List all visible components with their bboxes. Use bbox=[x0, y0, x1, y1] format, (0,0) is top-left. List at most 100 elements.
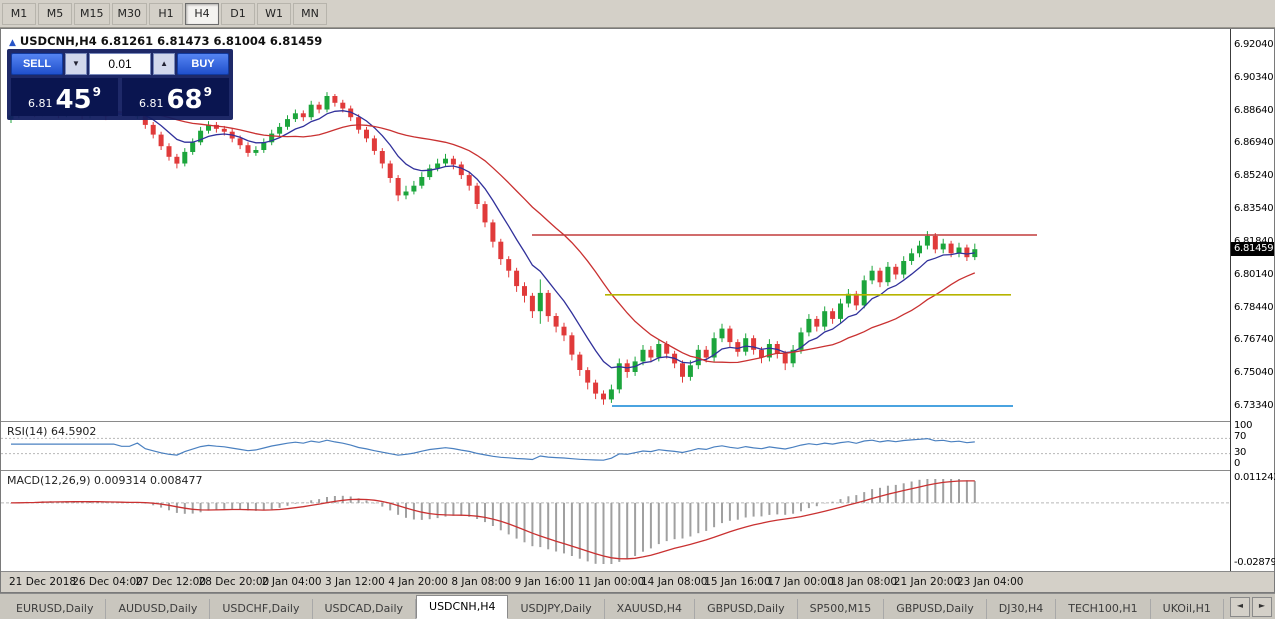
chart-plot[interactable]: ▲ USDCNH,H4 6.81261 6.81473 6.81004 6.814… bbox=[1, 29, 1230, 421]
macd-scale-label: 0.011242 bbox=[1234, 472, 1275, 483]
rsi-panel[interactable]: RSI(14) 64.5902 bbox=[1, 421, 1230, 470]
symbol-tab-gbpusd-daily[interactable]: GBPUSD,Daily bbox=[884, 599, 987, 619]
sell-price-point: 9 bbox=[92, 85, 102, 99]
time-label: 14 Jan 08:00 bbox=[641, 576, 708, 588]
symbol-tab-bar: EURUSD,Daily AUDUSD,Daily USDCHF,Daily USDC… bbox=[0, 593, 1275, 619]
symbol-tab-tech100-h1[interactable]: TECH100,H1 bbox=[1056, 599, 1151, 619]
price-label: 6.81840 bbox=[1234, 235, 1274, 247]
price-label: 6.80140 bbox=[1234, 268, 1274, 280]
macd-signal-line bbox=[10, 480, 975, 560]
timeframe-toolbar: M1 M5 M15 M30 H1 H4 D1 W1 MN bbox=[0, 0, 1275, 28]
symbol-tab-gbpusd-daily[interactable]: GBPUSD,Daily bbox=[695, 599, 798, 619]
buy-button[interactable]: BUY bbox=[177, 53, 229, 75]
time-label: 26 Dec 04:00 bbox=[72, 576, 143, 588]
current-price-badge: 6.81459 bbox=[1231, 242, 1274, 257]
symbol-tab-usdcad-daily[interactable]: USDCAD,Daily bbox=[313, 599, 417, 619]
price-label: 6.92040 bbox=[1234, 39, 1274, 50]
timeframe-button-m30[interactable]: M30 bbox=[111, 3, 147, 25]
chevron-up-icon: ▲ bbox=[160, 59, 168, 68]
symbol-tab-audusd-daily[interactable]: AUDUSD,Daily bbox=[106, 599, 211, 619]
buy-price-prefix: 6.81 bbox=[138, 97, 164, 110]
price-label: 6.76740 bbox=[1234, 334, 1274, 346]
timeframe-button-h4[interactable]: H4 bbox=[185, 3, 219, 25]
rsi-scale-label: 30 bbox=[1234, 446, 1247, 458]
timeframe-button-mn[interactable]: MN bbox=[293, 3, 327, 25]
time-label: 17 Jan 00:00 bbox=[767, 576, 834, 588]
price-label: 6.73340 bbox=[1234, 400, 1274, 411]
timeframe-button-m15[interactable]: M15 bbox=[74, 3, 110, 25]
macd-scale-label: -0.028797 bbox=[1234, 557, 1275, 568]
timeframe-button-m5[interactable]: M5 bbox=[38, 3, 72, 25]
price-axis: 6.81459 6.92040 6.90340 6.88640 6.86940 6.85… bbox=[1230, 29, 1275, 571]
timeframe-button-d1[interactable]: D1 bbox=[221, 3, 255, 25]
chart-title-text: USDCNH,H4 6.81261 6.81473 6.81004 6.8145… bbox=[19, 34, 323, 48]
price-label: 6.90340 bbox=[1234, 71, 1274, 83]
tab-scroll-controls: ◄ ► bbox=[1230, 597, 1272, 617]
price-label: 6.75040 bbox=[1234, 367, 1274, 379]
time-label: 3 Jan 12:00 bbox=[325, 576, 385, 588]
chart-marker-icon: ▲ bbox=[9, 38, 16, 48]
time-label: 21 Jan 20:00 bbox=[893, 576, 961, 588]
rsi-label: RSI(14) 64.5902 bbox=[7, 425, 97, 438]
sell-price-button[interactable]: 6.81 45 9 bbox=[11, 78, 118, 116]
time-label: 23 Jan 04:00 bbox=[957, 576, 1024, 588]
symbol-tab-ukoil-h1[interactable]: UKOil,H1 bbox=[1151, 599, 1224, 619]
time-label: 15 Jan 16:00 bbox=[704, 576, 771, 588]
rsi-scale-label: 70 bbox=[1234, 431, 1247, 443]
chart-title: ▲ USDCNH,H4 6.81261 6.81473 6.81004 6.814… bbox=[9, 34, 322, 48]
sell-button[interactable]: SELL bbox=[11, 53, 63, 75]
time-label: 2 Jan 04:00 bbox=[261, 576, 322, 588]
volume-down-button[interactable]: ▼ bbox=[65, 53, 87, 75]
time-label: 4 Jan 20:00 bbox=[388, 576, 448, 588]
tab-scroll-right-button[interactable]: ► bbox=[1252, 597, 1272, 617]
symbol-tab-eurusd-daily[interactable]: EURUSD,Daily bbox=[4, 599, 107, 619]
chart-window: ▲ USDCNH,H4 6.81261 6.81473 6.81004 6.814… bbox=[0, 28, 1275, 593]
sell-price-pips: 45 bbox=[55, 85, 92, 115]
rsi-scale-label: 100 bbox=[1234, 420, 1253, 431]
macd-label: MACD(12,26,9) 0.009314 0.008477 bbox=[7, 474, 203, 487]
symbol-tab-usdchf-daily[interactable]: USDCHF,Daily bbox=[210, 599, 313, 619]
price-label: 6.88640 bbox=[1234, 104, 1274, 116]
price-label: 6.78440 bbox=[1234, 301, 1274, 313]
time-label: 9 Jan 16:00 bbox=[514, 576, 575, 588]
buy-price-pips: 68 bbox=[166, 85, 203, 115]
scroll-left-icon: ◄ bbox=[1236, 601, 1244, 610]
sell-price-prefix: 6.81 bbox=[27, 97, 53, 110]
time-label: 21 Dec 2018 bbox=[9, 576, 77, 588]
rsi-scale-label: 0 bbox=[1234, 458, 1241, 469]
rsi-line bbox=[11, 437, 975, 461]
ma-fast-line bbox=[10, 110, 975, 369]
tab-scroll-left-button[interactable]: ◄ bbox=[1230, 597, 1250, 617]
macd-chart[interactable] bbox=[1, 472, 1230, 572]
time-label: 18 Jan 08:00 bbox=[830, 576, 898, 588]
macd-histogram bbox=[10, 479, 976, 564]
scroll-right-icon: ► bbox=[1258, 601, 1266, 610]
price-label: 6.86940 bbox=[1234, 137, 1274, 149]
timeframe-button-w1[interactable]: W1 bbox=[257, 3, 291, 25]
rsi-chart[interactable] bbox=[1, 423, 1230, 471]
time-label: 8 Jan 08:00 bbox=[451, 576, 512, 588]
time-label: 28 Dec 20:00 bbox=[198, 576, 270, 588]
timeframe-button-h1[interactable]: H1 bbox=[149, 3, 183, 25]
timeframe-button-m1[interactable]: M1 bbox=[2, 3, 36, 25]
chevron-down-icon: ▼ bbox=[72, 59, 80, 68]
time-axis: 21 Dec 2018 26 Dec 04:00 27 Dec 12:00 28 De… bbox=[1, 571, 1274, 592]
symbol-tab-xauusd-h4[interactable]: XAUUSD,H4 bbox=[605, 599, 696, 619]
volume-up-button[interactable]: ▲ bbox=[153, 53, 175, 75]
time-label: 11 Jan 00:00 bbox=[577, 576, 645, 588]
buy-price-button[interactable]: 6.81 68 9 bbox=[122, 78, 229, 116]
symbol-tab-dj30-h4[interactable]: DJ30,H4 bbox=[987, 599, 1057, 619]
time-label: 27 Dec 12:00 bbox=[135, 576, 207, 588]
candlestick-chart[interactable] bbox=[1, 29, 1230, 421]
buy-price-point: 9 bbox=[203, 85, 213, 99]
macd-panel[interactable]: MACD(12,26,9) 0.009314 0.008477 bbox=[1, 470, 1230, 571]
symbol-tab-usdjpy-daily[interactable]: USDJPY,Daily bbox=[508, 599, 605, 619]
price-label: 6.85240 bbox=[1234, 170, 1274, 182]
price-label: 6.83540 bbox=[1234, 203, 1274, 215]
symbol-tab-sp500-m15[interactable]: SP500,M15 bbox=[798, 599, 885, 619]
candles bbox=[8, 92, 978, 405]
symbol-tab-usdcnh-h4[interactable]: USDCNH,H4 bbox=[416, 595, 509, 619]
volume-input[interactable] bbox=[88, 53, 152, 75]
